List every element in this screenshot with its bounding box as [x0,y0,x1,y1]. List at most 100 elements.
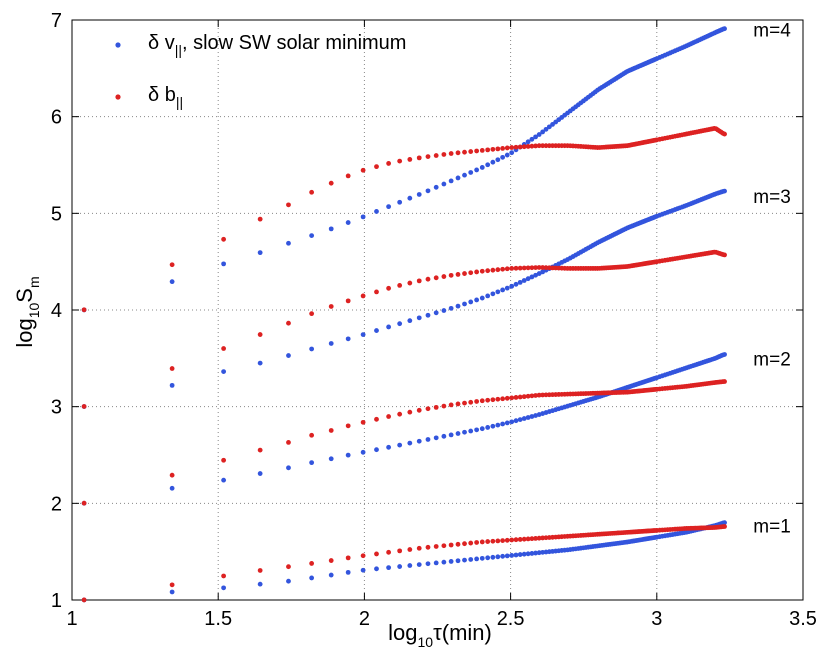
data-point [397,442,403,448]
data-point [448,432,454,438]
data-point [504,553,510,559]
data-point [221,369,227,374]
data-point [386,324,392,330]
data-point [286,240,291,246]
data-point [433,560,439,566]
data-point [533,536,538,541]
data-point [397,199,403,205]
y-tick-label: 3 [51,397,62,419]
data-point [374,447,379,453]
data-point [309,346,315,352]
data-point [448,542,454,548]
data-point [517,279,523,285]
data-point [525,393,531,399]
data-point [345,220,351,225]
data-point [509,553,515,558]
data-point [328,558,334,563]
data-point [495,146,501,152]
data-point [536,265,542,270]
data-point [397,321,403,327]
data-point [309,460,315,466]
data-point [722,520,727,526]
data-point [525,265,531,271]
data-point [433,544,439,549]
data-point [455,303,461,309]
data-point [257,581,263,587]
data-point [485,268,491,274]
data-point [462,429,467,435]
data-point [455,431,461,436]
data-point [536,550,542,556]
series-7 [81,126,727,313]
data-point [407,440,413,446]
data-point [360,567,366,573]
data-point [490,291,496,297]
data-point [221,585,227,591]
curve-annotations: m=4 m=3 m=2 m=1 [753,21,791,538]
data-point [468,399,474,405]
legend-label-v: δ v||, slow SW solar minimum [148,32,406,58]
data-point [425,406,431,412]
data-point [462,271,467,276]
data-point [328,428,334,433]
data-point [386,204,392,210]
data-point [374,416,379,422]
data-point [416,407,422,413]
data-point [474,167,480,173]
data-point [722,524,727,529]
data-point [536,392,542,398]
data-point [425,188,431,194]
data-point [509,145,515,150]
data-point [479,426,485,432]
data-point [455,272,461,277]
data-point [495,289,501,295]
data-point [416,438,422,444]
data-point [448,151,454,156]
data-point [513,281,519,287]
curve-label: m=3 [753,187,791,208]
data-point [328,226,334,232]
data-point [309,432,315,438]
data-point [386,414,392,419]
data-point [462,301,467,307]
data-point [441,181,447,187]
curve-label: m=2 [753,349,791,370]
x-tick-label: 1.5 [204,608,232,630]
data-point [517,265,523,271]
x-tick-label: 2 [359,608,370,630]
data-point [81,404,87,409]
data-point [513,395,519,400]
y-tick-label: 7 [51,10,62,32]
data-point [521,394,527,400]
data-point [490,267,496,273]
y-tick-label: 6 [51,107,62,129]
data-point [407,547,413,552]
data-point [416,278,422,284]
data-point [536,535,542,541]
data-point [257,332,263,337]
data-point [360,214,366,220]
legend-entry-v: δ v||, slow SW solar minimum [115,32,406,58]
data-point [360,332,366,337]
data-point [286,564,291,570]
data-point [455,558,461,564]
data-point [533,265,538,271]
data-point [495,422,501,428]
data-point [309,561,315,566]
data-point [525,139,531,145]
data-point [485,293,491,299]
data-point [536,132,542,137]
data-point [345,173,351,179]
series-2 [81,352,727,506]
data-point [386,444,392,450]
data-point [500,266,506,272]
data-point [468,557,474,562]
data-point [221,457,227,463]
data-point [221,261,227,267]
data-point [360,553,366,559]
data-point [81,597,87,603]
data-point [425,312,431,318]
data-point [169,485,175,491]
data-point [504,266,510,272]
data-point [504,285,510,291]
